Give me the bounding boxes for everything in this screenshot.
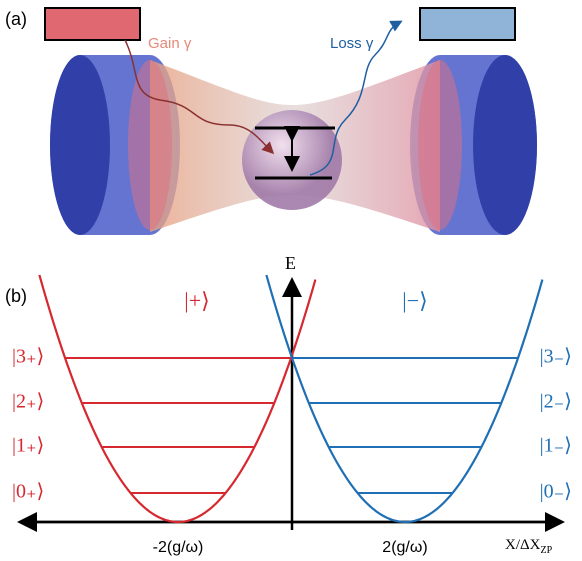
level-label: |0₋⟩ <box>540 481 572 503</box>
gain-label: Gain γ <box>148 35 192 52</box>
loss-label: Loss γ <box>330 35 374 52</box>
x-axis-main: X/ΔX <box>505 537 541 553</box>
level-label: |3₋⟩ <box>540 346 572 368</box>
x-tick-label: -2(g/ω) <box>153 539 204 556</box>
level-label: |2₋⟩ <box>540 391 572 413</box>
level-label: |1₋⟩ <box>540 435 572 457</box>
state-label: |−⟩ <box>402 288 427 313</box>
x-axis-sub: ZP <box>540 545 552 556</box>
panel-a-art <box>45 8 537 235</box>
x-axis-label: X/ΔXZP <box>505 537 553 556</box>
energy-axis-label: E <box>285 253 296 273</box>
panel-b-art <box>22 275 560 530</box>
level-label: |0₊⟩ <box>12 481 44 503</box>
figure: (a) Gain γ Loss γ (b) E |+⟩ |−⟩ -2(g/ω) … <box>0 0 582 561</box>
panel-label: (a) <box>5 9 27 29</box>
state-label: |+⟩ <box>184 288 209 313</box>
parabola <box>39 275 315 522</box>
x-tick-label: 2(g/ω) <box>382 539 427 556</box>
panel-label: (b) <box>5 286 27 306</box>
level-label: |1₊⟩ <box>12 435 44 457</box>
level-label: |3₊⟩ <box>12 346 44 368</box>
level-label: |2₊⟩ <box>12 391 44 413</box>
